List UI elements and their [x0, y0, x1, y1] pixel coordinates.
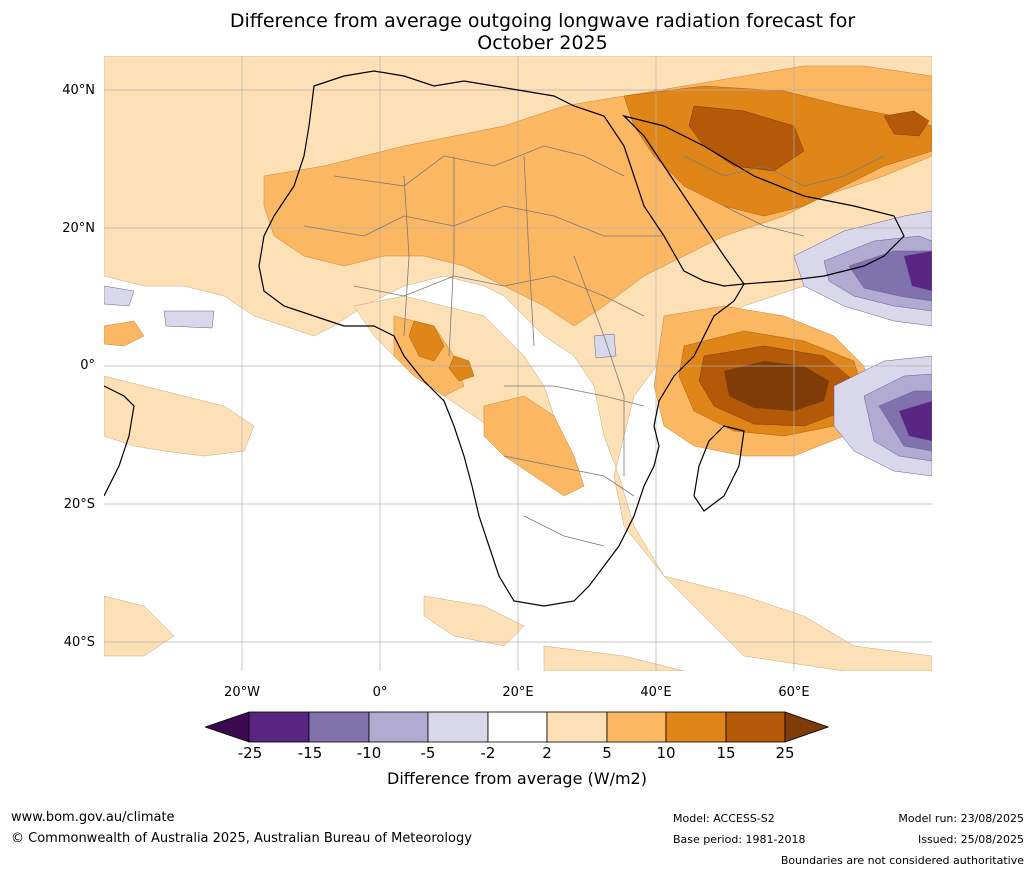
colorbar-bin-n10-n5	[368, 711, 429, 743]
boundaries-disclaimer: Boundaries are not considered authoritat…	[780, 854, 1024, 867]
lon-label-0: 0°	[372, 685, 388, 700]
title-line-2: October 2025	[477, 32, 608, 54]
lat-label-0: 0°	[80, 358, 95, 373]
colorbar-tick: 25	[775, 744, 795, 762]
map-title: Difference from average outgoing longwav…	[150, 10, 935, 54]
colorbar-bin-n5-n2	[427, 711, 489, 743]
lat-label-40n: 40°N	[62, 83, 95, 98]
lon-label-20w: 20°W	[224, 685, 260, 700]
anomaly-above-25-region	[724, 361, 829, 411]
base-period: Base period: 1981-2018	[673, 833, 806, 846]
model-name: Model: ACCESS-S2	[673, 812, 775, 825]
colorbar-tick: 5	[602, 744, 612, 762]
lat-label-20s: 20°S	[63, 497, 95, 512]
map-canvas	[104, 56, 932, 671]
lon-label-40e: 40°E	[640, 685, 672, 700]
colorbar-tick: -25	[237, 744, 263, 762]
colorbar-extend-high	[784, 711, 829, 743]
colorbar-tick: -2	[480, 744, 496, 762]
colorbar-bin-n15-n10	[308, 711, 370, 743]
colorbar-bin-n2-2	[487, 711, 548, 743]
coastline	[104, 70, 905, 607]
graticule	[104, 56, 932, 671]
issued-date: Issued: 25/08/2025	[917, 833, 1024, 846]
colorbar-label: Difference from average (W/m2)	[387, 769, 647, 788]
colorbar-bin-5-10	[606, 711, 667, 743]
lon-label-20e: 20°E	[502, 685, 534, 700]
model-run-date: Model run: 23/08/2025	[898, 812, 1024, 825]
colorbar-bin-15-25	[725, 711, 786, 743]
forecast-map	[104, 56, 932, 671]
colorbar-tick: -15	[297, 744, 323, 762]
country-boundaries	[303, 145, 885, 547]
colorbar-bin-2-5	[546, 711, 608, 743]
colorbar-tick: 15	[716, 744, 736, 762]
colorbar	[205, 711, 829, 743]
title-line-1: Difference from average outgoing longwav…	[229, 10, 856, 32]
anomaly-negative-regions	[104, 210, 932, 477]
colorbar-tick: -10	[356, 744, 382, 762]
colorbar-extend-low	[205, 711, 250, 743]
lat-label-40s: 40°S	[63, 635, 95, 650]
colorbar-tick: 10	[656, 744, 676, 762]
colorbar-bin-10-15	[665, 711, 727, 743]
copyright-text: © Commonwealth of Australia 2025, Austra…	[11, 831, 472, 846]
lat-label-20n: 20°N	[62, 221, 95, 236]
lon-label-60e: 60°E	[778, 685, 810, 700]
website-link[interactable]: www.bom.gov.au/climate	[11, 810, 175, 825]
colorbar-tick: -5	[420, 744, 436, 762]
colorbar-tick: 2	[542, 744, 552, 762]
colorbar-bin-n25-n15	[248, 711, 310, 743]
